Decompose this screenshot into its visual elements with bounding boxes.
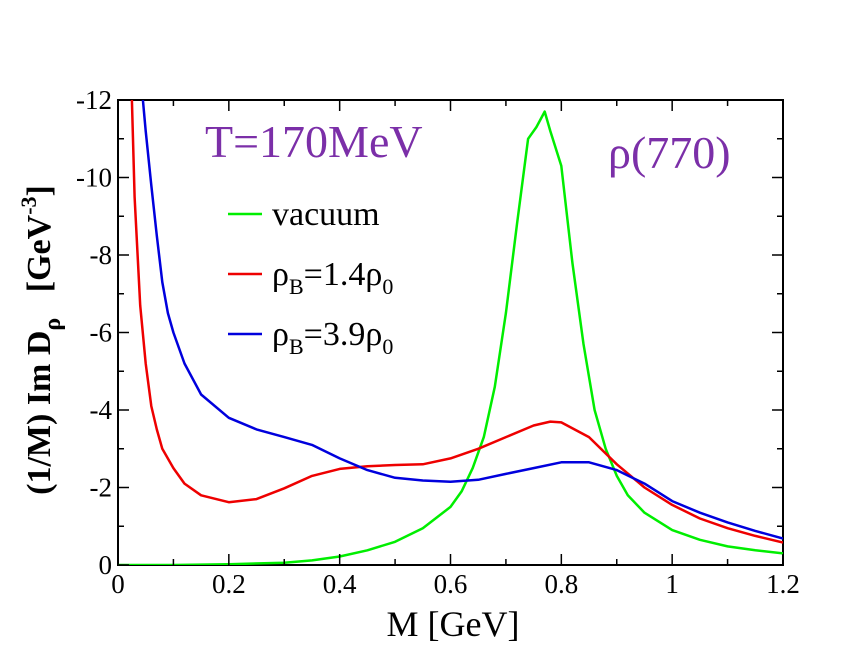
series-line-2 — [141, 100, 783, 540]
y-tick-label: -6 — [90, 318, 113, 348]
y-tick-label: -2 — [90, 473, 113, 503]
x-tick-label: 1 — [665, 569, 679, 599]
x-tick-label: 0.6 — [434, 569, 468, 599]
x-tick-label: 1.2 — [766, 569, 800, 599]
y-axis-label-subscript: ρ — [40, 318, 66, 331]
x-tick-label: 0.8 — [544, 569, 578, 599]
x-tick-label: 0 — [111, 569, 125, 599]
series-line-0 — [118, 110, 783, 565]
x-tick-label: 0.4 — [323, 569, 357, 599]
y-tick-label: -10 — [76, 163, 112, 193]
x-axis-label: M [GeV] — [387, 604, 520, 644]
y-tick-label: -8 — [90, 240, 113, 270]
x-tick-label: 0.2 — [212, 569, 246, 599]
legend-label-1: ρB=1.4ρ0 — [272, 256, 393, 299]
legend-label-2: ρB=3.9ρ0 — [272, 316, 393, 359]
plot-area: 0 0.2 0.4 0.6 0.8 1 1.2 0 -2 -4 -6 -8 -10 -12 — [76, 85, 800, 599]
svg-text:(1/M) Im Dρ [GeV-3]: (1/M) Im Dρ [GeV-3] — [16, 185, 66, 495]
y-axis-label: (1/M) Im Dρ [GeV-3] — [16, 185, 66, 495]
y-axis-label-units: [GeV — [21, 214, 58, 292]
legend: vacuum ρB=1.4ρ0 ρB=3.9ρ0 — [228, 196, 393, 359]
annotation-rho-770: ρ(770) — [608, 127, 731, 178]
annotation-temperature: T=170MeV — [205, 116, 423, 167]
y-tick-label: 0 — [99, 550, 113, 580]
series-layer — [118, 100, 783, 565]
y-axis-label-units-exponent: -3 — [16, 196, 41, 214]
y-tick-label: -4 — [90, 395, 113, 425]
y-tick-label: -12 — [76, 85, 112, 115]
legend-label-0: vacuum — [272, 196, 380, 233]
y-axis-label-main: (1/M) Im D — [21, 331, 58, 495]
annotations: T=170MeV ρ(770) — [205, 116, 731, 178]
ticks-layer: 0 0.2 0.4 0.6 0.8 1 1.2 0 -2 -4 -6 -8 -10 -12 — [76, 85, 800, 599]
y-axis-label-units-close: ] — [21, 185, 58, 196]
series-line-1 — [130, 100, 783, 544]
